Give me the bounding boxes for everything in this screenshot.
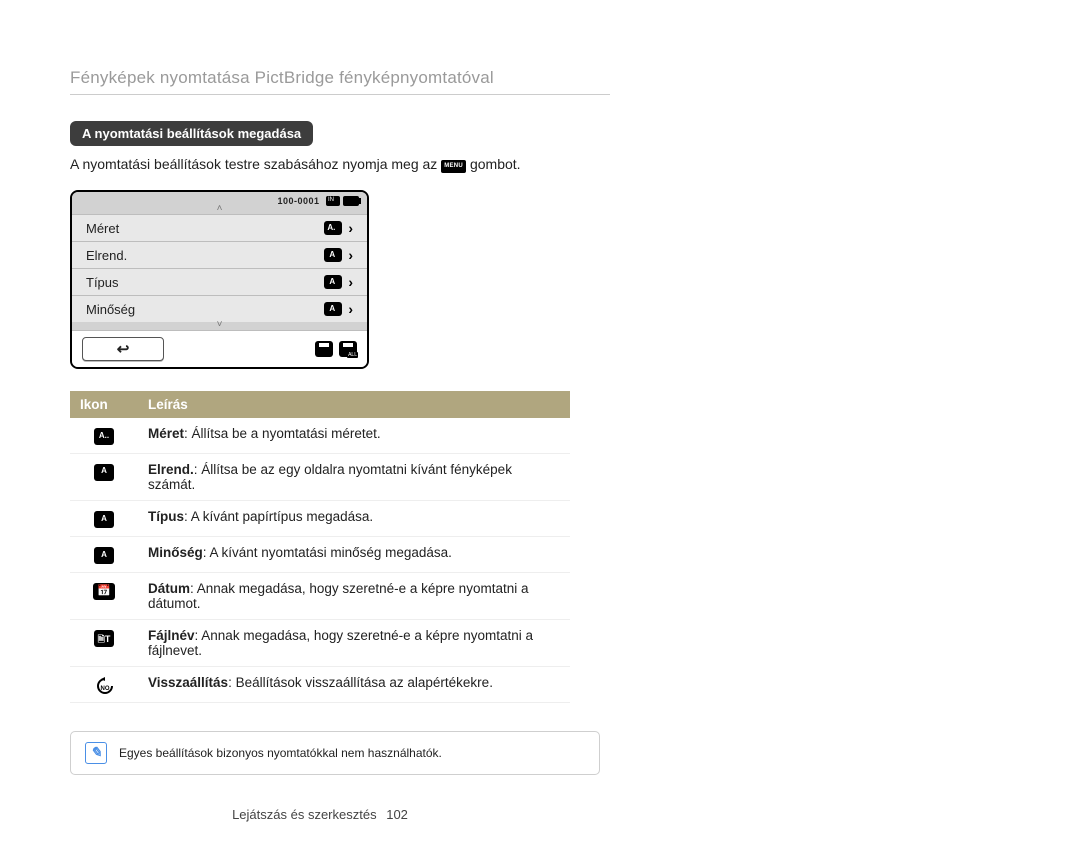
chevron-right-icon: › xyxy=(348,301,353,317)
table-row: Méret: Állítsa be a nyomtatási méretet. xyxy=(70,418,570,454)
term: Elrend. xyxy=(148,462,194,477)
intro-after: gombot. xyxy=(470,156,521,172)
note-box: ✎ Egyes beállítások bizonyos nyomtatókka… xyxy=(70,731,600,775)
table-row: Elrend.: Állítsa be az egy oldalra nyomt… xyxy=(70,454,570,501)
description-table: Ikon Leírás Méret: Állítsa be a nyomtatá… xyxy=(70,391,570,703)
svg-text:NO: NO xyxy=(101,686,110,692)
desc: : Állítsa be az egy oldalra nyomtatni kí… xyxy=(148,462,512,492)
table-row: Típus: A kívánt papírtípus megadása. xyxy=(70,501,570,537)
desc: : Állítsa be a nyomtatási méretet. xyxy=(184,426,381,441)
screen-bottom-bar: ↩ xyxy=(72,330,367,367)
term: Minőség xyxy=(148,545,203,560)
menu-item-quality[interactable]: Minőség › xyxy=(72,295,367,322)
layout-icon xyxy=(94,464,114,481)
table-row: Fájlnév: Annak megadása, hogy szeretné-e… xyxy=(70,620,570,667)
intro-before: A nyomtatási beállítások testre szabásáh… xyxy=(70,156,441,172)
term: Típus xyxy=(148,509,184,524)
storage-in-icon xyxy=(326,196,340,206)
page: Fényképek nyomtatása PictBridge fényképn… xyxy=(0,0,680,842)
term: Méret xyxy=(148,426,184,441)
type-icon xyxy=(94,511,114,528)
reset-icon: NO xyxy=(94,677,114,694)
back-button[interactable]: ↩ xyxy=(82,337,164,361)
table-row: Dátum: Annak megadása, hogy szeretné-e a… xyxy=(70,573,570,620)
intro-text: A nyomtatási beállítások testre szabásáh… xyxy=(70,154,610,176)
camera-screen-mockup: 100-0001 ˄ Méret › Elrend. › xyxy=(70,190,369,370)
desc: : A kívánt nyomtatási minőség megadása. xyxy=(203,545,452,560)
chevron-down-icon: ˅ xyxy=(72,322,367,330)
term: Fájlnév xyxy=(148,628,195,643)
chevron-right-icon: › xyxy=(348,247,353,263)
size-icon xyxy=(324,221,342,235)
quality-icon xyxy=(324,302,342,316)
desc: : Annak megadása, hogy szeretné-e a képr… xyxy=(148,628,533,658)
section-heading: A nyomtatási beállítások megadása xyxy=(70,121,313,146)
table-head-icon: Ikon xyxy=(70,391,138,418)
document-title: Fényképek nyomtatása PictBridge fényképn… xyxy=(70,68,610,95)
print-icon[interactable] xyxy=(315,341,333,357)
type-icon xyxy=(324,275,342,289)
menu-item-size[interactable]: Méret › xyxy=(72,215,367,241)
quality-icon xyxy=(94,547,114,564)
menu-item-label: Minőség xyxy=(86,302,135,317)
desc: : Beállítások visszaállítása az alapérté… xyxy=(228,675,493,690)
file-number: 100-0001 xyxy=(277,196,319,206)
menu-button-chip: MENU xyxy=(441,160,466,173)
menu-item-layout[interactable]: Elrend. › xyxy=(72,241,367,268)
chevron-right-icon: › xyxy=(348,220,353,236)
term: Dátum xyxy=(148,581,190,596)
layout-icon xyxy=(324,248,342,262)
size-icon xyxy=(94,428,114,445)
chevron-up-icon: ˄ xyxy=(80,206,359,214)
note-text: Egyes beállítások bizonyos nyomtatókkal … xyxy=(119,746,442,760)
print-all-icon[interactable] xyxy=(339,341,357,357)
battery-icon xyxy=(343,196,359,206)
filename-icon xyxy=(94,630,114,647)
screen-menu-list: Méret › Elrend. › Típus › xyxy=(72,215,367,322)
menu-item-type[interactable]: Típus › xyxy=(72,268,367,295)
date-icon xyxy=(93,583,115,600)
screen-statusbar: 100-0001 ˄ xyxy=(72,192,367,216)
back-arrow-icon: ↩ xyxy=(117,340,130,358)
chevron-right-icon: › xyxy=(348,274,353,290)
table-row: NO Visszaállítás: Beállítások visszaállí… xyxy=(70,667,570,703)
menu-item-label: Típus xyxy=(86,275,119,290)
table-head-desc: Leírás xyxy=(138,391,570,418)
term: Visszaállítás xyxy=(148,675,228,690)
table-row: Minőség: A kívánt nyomtatási minőség meg… xyxy=(70,537,570,573)
desc: : A kívánt papírtípus megadása. xyxy=(184,509,373,524)
menu-item-label: Elrend. xyxy=(86,248,127,263)
note-icon: ✎ xyxy=(85,742,107,764)
desc: : Annak megadása, hogy szeretné-e a képr… xyxy=(148,581,528,611)
menu-item-label: Méret xyxy=(86,221,119,236)
